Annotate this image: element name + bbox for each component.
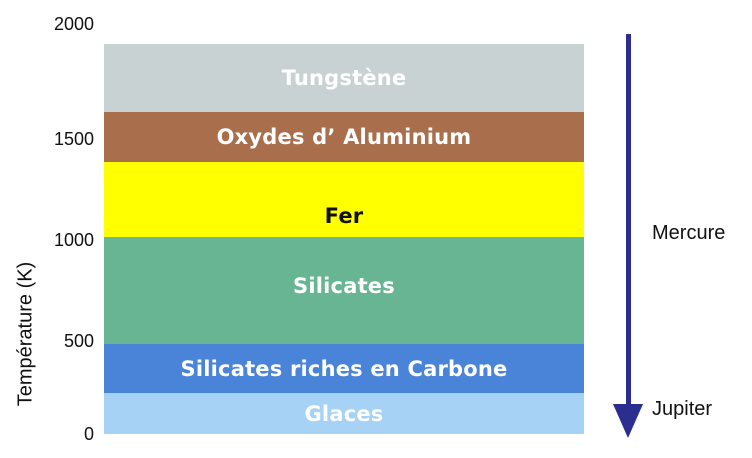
layer-carbon-silicates-label: Silicates riches en Carbone <box>180 356 508 381</box>
layer-aluminium-oxides-label: Oxydes d’ Aluminium <box>216 125 472 149</box>
layer-tungsten-label: Tungstène <box>281 66 407 90</box>
layer-ices-label: Glaces <box>304 401 384 426</box>
tick-1500: 1500 <box>53 129 94 149</box>
tick-0: 0 <box>83 424 94 444</box>
layer-tungsten: Tungstène <box>104 44 584 112</box>
layer-iron: Fer <box>104 162 584 237</box>
y-axis-title-text: Température (K) <box>14 261 37 407</box>
layer-silicates: Silicates <box>104 237 584 344</box>
planet-jupiter-label: Jupiter <box>652 398 713 420</box>
layer-iron-label: Fer <box>324 204 364 228</box>
layer-carbon-silicates: Silicates riches en Carbone <box>104 344 584 393</box>
layer-ices: Glaces <box>104 393 584 434</box>
arrow-line <box>626 34 631 409</box>
tick-500: 500 <box>63 331 94 351</box>
arrow-head-icon <box>613 404 643 438</box>
tick-1000: 1000 <box>53 230 94 250</box>
layer-aluminium-oxides: Oxydes d’ Aluminium <box>104 112 584 162</box>
layer-silicates-label: Silicates <box>293 273 395 298</box>
planet-mercury-label: Mercure <box>652 222 726 244</box>
tick-2000: 2000 <box>53 14 94 34</box>
